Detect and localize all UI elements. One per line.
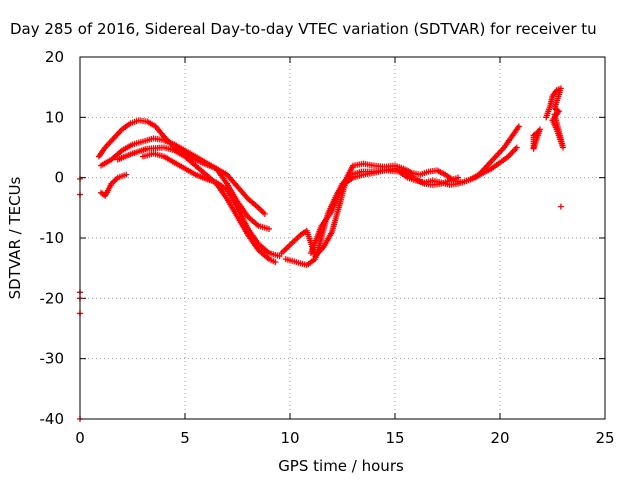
data-point	[455, 174, 461, 181]
data-point	[515, 123, 522, 130]
series-track-h	[308, 165, 461, 257]
data-point	[272, 259, 279, 266]
chart-title: Day 285 of 2016, Sidereal Day-to-day VTE…	[10, 20, 597, 38]
series-track-c	[114, 144, 279, 266]
y-axis-label: SDTVAR / TECUs	[6, 176, 24, 299]
series-track-g	[282, 144, 520, 269]
data-point	[266, 225, 272, 232]
grid-layer	[80, 57, 605, 419]
y-tick-label: -10	[40, 229, 65, 247]
marker-layer	[77, 85, 566, 422]
y-tick-label: 20	[45, 48, 64, 66]
data-point	[123, 171, 130, 178]
x-tick-label: 10	[280, 429, 299, 447]
x-axis-label: GPS time / hours	[278, 457, 404, 475]
x-tick-label: 5	[180, 429, 190, 447]
y-tick-label: 0	[54, 169, 64, 187]
y-tick-label: -40	[40, 410, 65, 428]
series-outliers	[77, 175, 564, 422]
tick-layer: 0 5 10 15 20 25 -40 -30 -20 -10 0 10 20	[40, 48, 615, 447]
series-track-i	[530, 126, 543, 152]
data-point	[551, 111, 558, 118]
x-tick-label: 25	[595, 429, 614, 447]
data-point	[557, 203, 564, 210]
y-tick-label: -20	[40, 289, 65, 307]
data-point	[276, 253, 283, 260]
y-tick-label: -30	[40, 350, 65, 368]
data-point	[513, 144, 520, 151]
data-point	[261, 210, 268, 217]
series-track-d	[140, 150, 283, 260]
x-tick-label: 0	[75, 429, 85, 447]
x-tick-label: 15	[385, 429, 404, 447]
series-track-e	[98, 171, 130, 199]
plot-frame	[79, 56, 606, 420]
y-tick-label: 10	[45, 108, 64, 126]
x-tick-label: 20	[490, 429, 509, 447]
data-point	[530, 145, 537, 152]
series-track-j	[543, 85, 566, 151]
